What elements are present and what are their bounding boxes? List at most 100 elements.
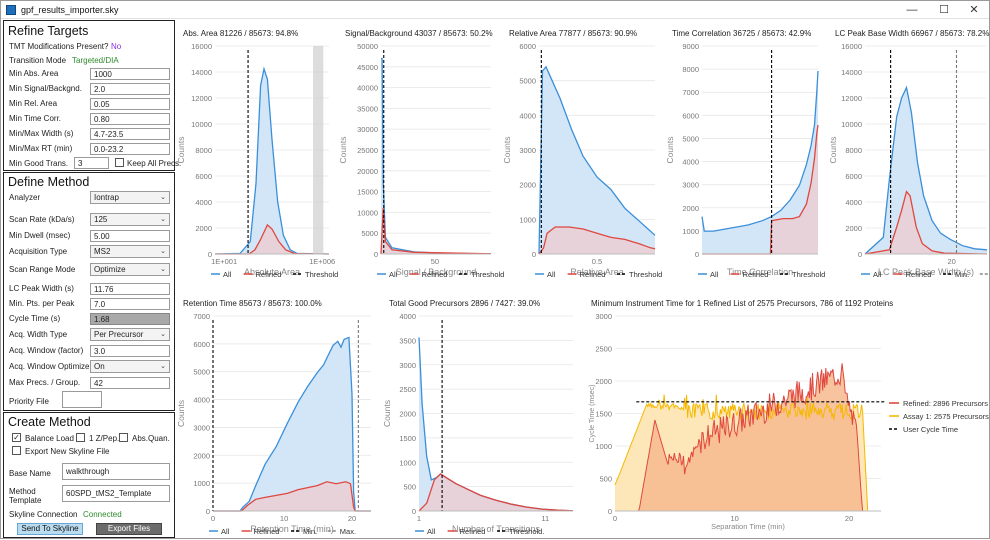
analyzer-select[interactable]: Iontrap ⌄	[90, 191, 170, 204]
y-tick-label: 2000	[845, 224, 862, 233]
min-max-rt-input[interactable]: 0.0-23.2	[90, 143, 170, 155]
acquisition-type-select[interactable]: MS2 ⌄	[90, 245, 170, 258]
method-template-input[interactable]: 60SPD_tMS2_Template	[62, 485, 170, 502]
min-time-corr-input[interactable]: 0.80	[90, 113, 170, 125]
x-tick-label: 0	[613, 514, 617, 523]
all-series-line	[864, 85, 988, 255]
legend-label: Threshold	[629, 270, 662, 279]
define-method-section: Define Method Analyzer Iontrap ⌄ Scan Rat…	[3, 172, 175, 411]
y-tick-label: 6000	[195, 172, 212, 181]
scan-rate-select[interactable]: 125 ⌄	[90, 213, 170, 226]
legend-label: Refined	[906, 270, 932, 279]
y-tick-label: 16000	[841, 42, 862, 51]
acq-window-input[interactable]: 3.0	[90, 345, 170, 357]
legend-label: Assay 1: 2575 Precursors	[903, 412, 989, 421]
chart-title: LC Peak Base Width 66967 / 85673: 78.2%	[835, 29, 989, 38]
legend-label: Refined	[580, 270, 606, 279]
x-tick-label: 20	[348, 514, 356, 523]
y-axis-label: Counts	[665, 137, 675, 164]
maximize-button[interactable]: ☐	[939, 4, 949, 16]
y-axis-label: Counts	[338, 137, 348, 164]
refined-series-area	[865, 191, 987, 254]
legend-label: All	[547, 270, 556, 279]
y-tick-label: 4000	[845, 198, 862, 207]
y-tick-label: 5000	[519, 77, 536, 86]
refined-series-area	[419, 473, 573, 511]
one-z-checkbox[interactable]	[76, 433, 85, 442]
all-series-line	[701, 70, 819, 232]
min-time-corr-label: Min Time Corr.	[9, 114, 62, 123]
export-files-button[interactable]: Export Files	[96, 523, 162, 535]
excluded-range-shade	[313, 46, 324, 254]
y-axis-label: Counts	[176, 400, 186, 427]
y-tick-label: 5000	[193, 368, 210, 377]
skyline-connection-value: Connected	[83, 510, 122, 519]
min-rel-area-input[interactable]: 0.05	[90, 98, 170, 110]
y-tick-label: 2000	[193, 451, 210, 460]
y-tick-label: 4000	[193, 396, 210, 405]
refined-series-line	[380, 208, 492, 255]
chart-title: Relative Area 77877 / 85673: 90.9%	[509, 29, 637, 38]
export-skyline-checkbox[interactable]	[12, 446, 21, 455]
min-dwell-input[interactable]: 5.00	[90, 230, 170, 242]
y-tick-label: 1000	[519, 215, 536, 224]
y-axis-label: Counts	[382, 400, 392, 427]
chart-title: Total Good Precursors 2896 / 7427: 39.0%	[389, 299, 540, 308]
y-axis-label: Counts	[176, 137, 186, 164]
app-icon	[6, 5, 16, 15]
legend-label: Refined	[422, 270, 448, 279]
acq-width-type-value: Per Precursor	[94, 330, 144, 339]
y-tick-label: 3000	[399, 361, 416, 370]
y-tick-label: 4000	[399, 312, 416, 321]
acq-window-optimize-value: On	[94, 362, 105, 371]
abs-quan-checkbox[interactable]	[119, 433, 128, 442]
min-pts-input[interactable]: 7.0	[90, 298, 170, 310]
y-tick-label: 0	[608, 507, 612, 516]
keep-all-checkbox[interactable]	[115, 158, 124, 167]
base-name-label: Base Name	[9, 469, 51, 478]
acq-window-optimize-select[interactable]: On ⌄	[90, 360, 170, 373]
close-button[interactable]: ✕	[969, 4, 979, 16]
chevron-down-icon: ⌄	[160, 331, 166, 338]
all-series-line	[213, 336, 371, 512]
y-tick-label: 7000	[682, 88, 699, 97]
x-axis-label: Number of Transitions	[452, 524, 541, 534]
send-to-skyline-button[interactable]: Send To Skyline	[17, 523, 83, 535]
chart-title: Time Correlation 36725 / 85673: 42.9%	[672, 29, 811, 38]
chart-panel-5: LC Peak Base Width 66967 / 85673: 78.2% 0…	[828, 29, 989, 279]
y-tick-label: 3000	[595, 312, 612, 321]
y-tick-label: 7000	[193, 312, 210, 321]
legend-label: Threshold	[792, 270, 825, 279]
chevron-down-icon: ⌄	[160, 266, 166, 273]
legend-label: All	[223, 270, 232, 279]
max-precs-label: Max Precs. / Group.	[9, 378, 81, 387]
balance-load-checkbox[interactable]: ✓	[12, 433, 21, 442]
legend-label: All	[221, 527, 230, 536]
max-precs-input[interactable]: 42	[90, 377, 170, 389]
y-tick-label: 50000	[357, 42, 378, 51]
cycle-time-field: 1.68	[90, 313, 170, 325]
tmt-label: TMT Modifications Present?	[9, 42, 109, 51]
priority-file-input[interactable]	[62, 391, 102, 408]
min-max-width-input[interactable]: 4.7-23.5	[90, 128, 170, 140]
refined-series-area	[215, 224, 329, 254]
lc-peak-width-input[interactable]: 11.76	[90, 283, 170, 295]
y-tick-label: 0	[858, 250, 862, 259]
y-tick-label: 0	[374, 250, 378, 259]
priority-file-label: Priority File	[9, 397, 50, 406]
base-name-input[interactable]: walkthrough	[62, 463, 170, 480]
min-signal-input[interactable]: 2.0	[90, 83, 170, 95]
minimize-button[interactable]: —	[906, 4, 918, 16]
all-series-area	[539, 66, 655, 254]
x-axis-label: Retention Time (min)	[250, 524, 334, 534]
legend-label: Refined	[256, 270, 282, 279]
create-method-section: Create Method ✓ Balance Load 1 Z/Pep. Ab…	[3, 412, 175, 538]
y-tick-label: 500	[599, 475, 612, 484]
y-tick-label: 30000	[357, 125, 378, 134]
y-tick-label: 8000	[845, 146, 862, 155]
x-tick-label: 10	[280, 514, 288, 523]
min-good-trans-input[interactable]: 3	[74, 157, 109, 169]
min-abs-area-input[interactable]: 1000	[90, 68, 170, 80]
scan-range-select[interactable]: Optimize ⌄	[90, 263, 170, 276]
acq-width-type-select[interactable]: Per Precursor ⌄	[90, 328, 170, 341]
